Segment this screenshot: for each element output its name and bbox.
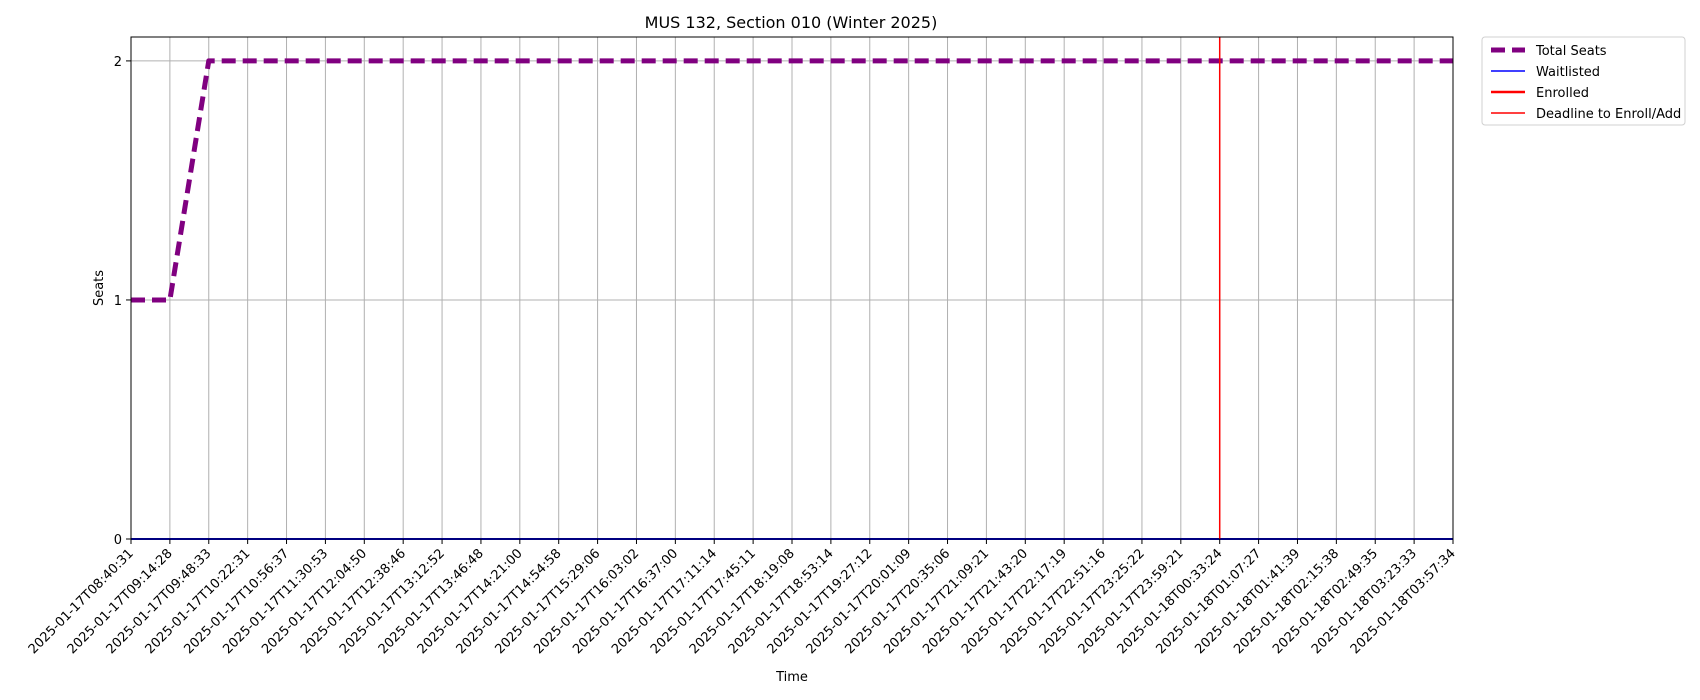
legend-label: Total Seats [1535, 44, 1607, 59]
legend-label: Deadline to Enroll/Add [1536, 107, 1681, 122]
legend-label: Waitlisted [1536, 65, 1600, 80]
y-tick-label: 2 [114, 55, 122, 70]
legend: Total Seats Waitlisted Enrolled Deadline to… [1481, 36, 1686, 126]
y-axis-label: Seats [92, 270, 107, 306]
x-axis-label: Time [775, 670, 808, 685]
grid-lines [130, 37, 1454, 540]
x-axis-ticks: 2025-01-17T08:40:312025-01-17T09:14:2820… [26, 539, 1459, 657]
y-tick-label: 1 [114, 294, 122, 309]
legend-box [1481, 36, 1686, 126]
y-axis-ticks: 0 1 2 [114, 55, 131, 548]
chart-title: MUS 132, Section 010 (Winter 2025) [645, 13, 938, 32]
legend-label: Enrolled [1536, 86, 1589, 101]
plot-frame [130, 36, 1454, 540]
y-tick-label: 0 [114, 533, 122, 548]
series-line-total-seats [131, 58, 1453, 303]
